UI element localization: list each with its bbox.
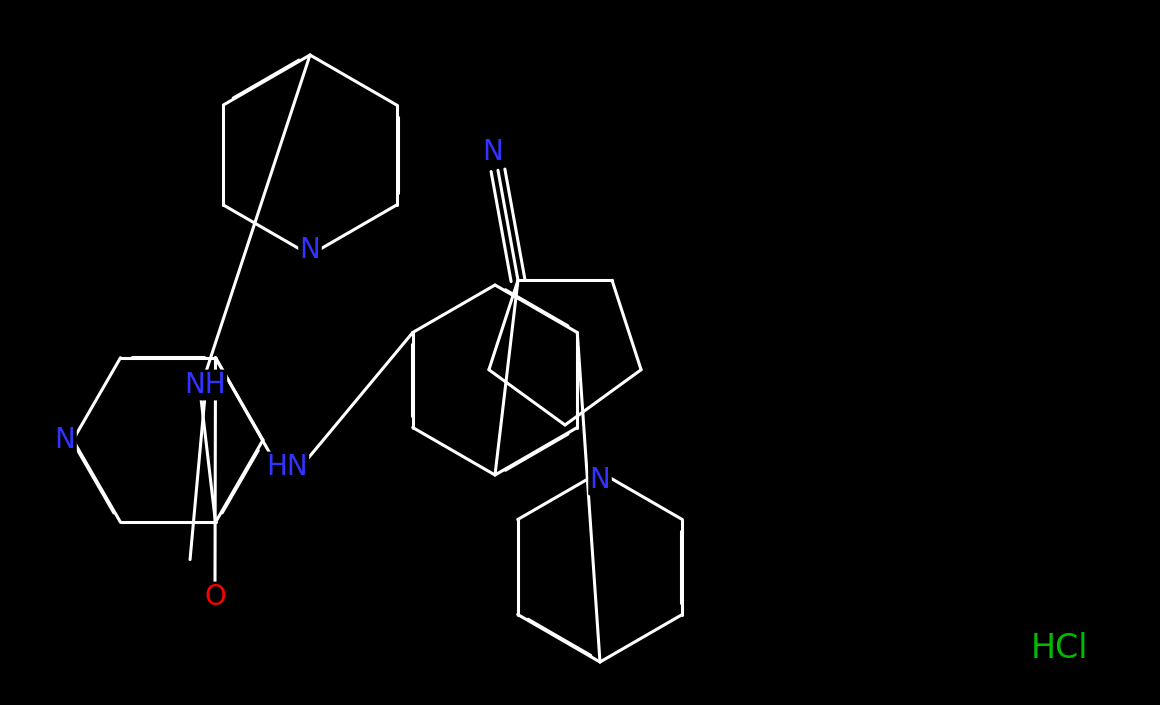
Text: N: N <box>589 466 610 494</box>
Text: N: N <box>299 236 320 264</box>
Text: N: N <box>55 426 75 454</box>
Text: N: N <box>483 138 503 166</box>
Text: HCl: HCl <box>1031 632 1089 665</box>
Text: HN: HN <box>266 453 307 481</box>
Text: NH: NH <box>184 371 226 399</box>
Text: O: O <box>204 583 226 611</box>
